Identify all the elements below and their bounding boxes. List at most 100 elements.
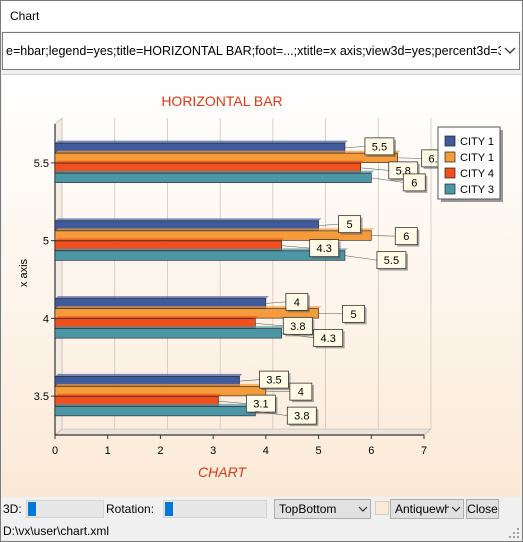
bar-top-face — [55, 383, 269, 387]
data-label-leader — [371, 177, 404, 183]
bar-top-face — [55, 393, 222, 397]
data-label-text: 4 — [298, 387, 304, 399]
bar-top-face — [55, 140, 348, 144]
data-label: 4 — [265, 382, 314, 403]
legend-swatch — [444, 135, 456, 147]
bar-top-face — [55, 238, 285, 241]
data-label: 5 — [318, 304, 367, 325]
y-axis-label: x axis — [18, 258, 30, 287]
data-label-text: 5 — [351, 309, 357, 321]
y-tick-label: 4 — [43, 313, 49, 325]
data-label-leader — [360, 167, 389, 171]
bar-top-face — [55, 316, 259, 319]
color-value: Antiquewhite — [395, 502, 449, 516]
label-rotation: Rotation: — [106, 502, 155, 516]
x-tick-label: 4 — [263, 445, 269, 457]
data-label-leader — [397, 157, 422, 159]
data-label-leader — [218, 400, 247, 404]
bar-top-face — [55, 326, 285, 329]
chart-footer: CHART — [198, 464, 247, 480]
bar-top-face — [55, 403, 259, 407]
data-label: 3.8 — [255, 316, 315, 337]
slider-3d-thumb[interactable] — [28, 502, 36, 516]
x-tick-label: 7 — [421, 445, 427, 457]
y-tick-label: 5.5 — [34, 158, 49, 170]
chevron-down-icon[interactable] — [449, 506, 463, 512]
data-label: 4.3 — [281, 328, 345, 349]
title-bar: Chart — [1, 1, 522, 31]
data-label-leader — [318, 313, 343, 315]
chevron-down-icon[interactable] — [356, 506, 370, 512]
chart-svg: HORIZONTAL BAR CHART x axis 0 1 2 3 4 5 6 7 3.5 4… — [18, 93, 503, 480]
status-path: D:\vx\user\chart.xml — [3, 524, 110, 538]
toolbar: 3D: Rotation: TopBottom Antiquewhite Clo… — [1, 497, 522, 521]
bar-top-face — [55, 306, 322, 309]
x-tick-label: 1 — [105, 445, 111, 457]
x-tick-label: 3 — [210, 445, 216, 457]
chart-title: HORIZONTAL BAR — [161, 93, 282, 109]
data-label-leader — [239, 379, 260, 382]
bar-top-face — [55, 248, 348, 251]
bar-top-face — [55, 228, 375, 231]
label-3d: 3D: — [3, 502, 22, 516]
x-tick-label: 6 — [368, 445, 374, 457]
data-label-leader — [265, 390, 290, 392]
data-label-text: 5.5 — [384, 255, 399, 267]
data-label-text: 6 — [403, 231, 409, 243]
projection-value: TopBottom — [279, 502, 337, 516]
x-tick-label: 0 — [52, 445, 58, 457]
data-label: 6 — [371, 173, 428, 193]
data-label-text: 3.1 — [253, 399, 268, 411]
data-label-text: 3.8 — [294, 411, 309, 423]
bar-top-face — [55, 373, 243, 377]
data-label-box — [342, 304, 365, 323]
data-label-leader — [255, 410, 288, 416]
data-label-text: 3.5 — [266, 375, 281, 387]
legend-entry: CITY 4 — [460, 168, 494, 180]
color-select[interactable]: Antiquewhite — [390, 499, 464, 519]
bar-top-face — [55, 170, 375, 174]
data-label: 5 — [318, 215, 363, 235]
slider-3d[interactable] — [26, 500, 104, 518]
data-label-leader — [318, 223, 339, 226]
data-label-box — [282, 316, 313, 335]
slider-rotation-thumb[interactable] — [165, 502, 173, 516]
query-text[interactable]: e=hbar;legend=yes;title=HORIZONTAL BAR;f… — [6, 44, 501, 58]
resize-grip-icon[interactable] — [509, 528, 519, 538]
data-label: 4.3 — [281, 239, 341, 259]
data-label: 5.5 — [344, 137, 396, 157]
bar-top-face — [55, 218, 322, 221]
bar — [54, 328, 282, 339]
data-label-text: 4.3 — [321, 333, 336, 345]
window-title: Chart — [10, 9, 40, 23]
data-label-box — [376, 251, 407, 270]
data-label: 5.5 — [344, 251, 408, 271]
data-label-leader — [281, 333, 314, 339]
data-label-leader — [344, 255, 377, 261]
slider-rotation[interactable] — [163, 500, 267, 518]
x-tick-label: 2 — [157, 445, 163, 457]
bar — [54, 406, 256, 417]
chevron-down-icon[interactable] — [501, 33, 519, 69]
legend-swatch — [444, 151, 456, 163]
legend-swatch — [444, 167, 456, 179]
data-label-text: 6 — [411, 177, 417, 189]
close-button[interactable]: Close — [466, 499, 499, 519]
legend-entry: CITY 3 — [460, 184, 494, 196]
data-label: 4 — [265, 292, 310, 313]
data-label-box — [309, 239, 340, 258]
data-label-box — [285, 292, 309, 311]
legend-entry: CITY 1 — [460, 136, 494, 148]
data-label: 3.1 — [218, 394, 278, 415]
data-label-box — [364, 137, 395, 156]
bar — [54, 172, 372, 183]
data-label-box — [313, 328, 344, 347]
data-label-box — [394, 227, 418, 246]
status-bar: D:\vx\user\chart.xml — [1, 522, 522, 541]
projection-select[interactable]: TopBottom — [274, 499, 371, 519]
legend-entry: CITY 1 — [460, 152, 494, 164]
query-combobox[interactable]: e=hbar;legend=yes;title=HORIZONTAL BAR;f… — [2, 32, 520, 70]
data-label: 3.5 — [239, 370, 291, 391]
bar — [54, 250, 346, 261]
color-swatch — [375, 501, 389, 515]
